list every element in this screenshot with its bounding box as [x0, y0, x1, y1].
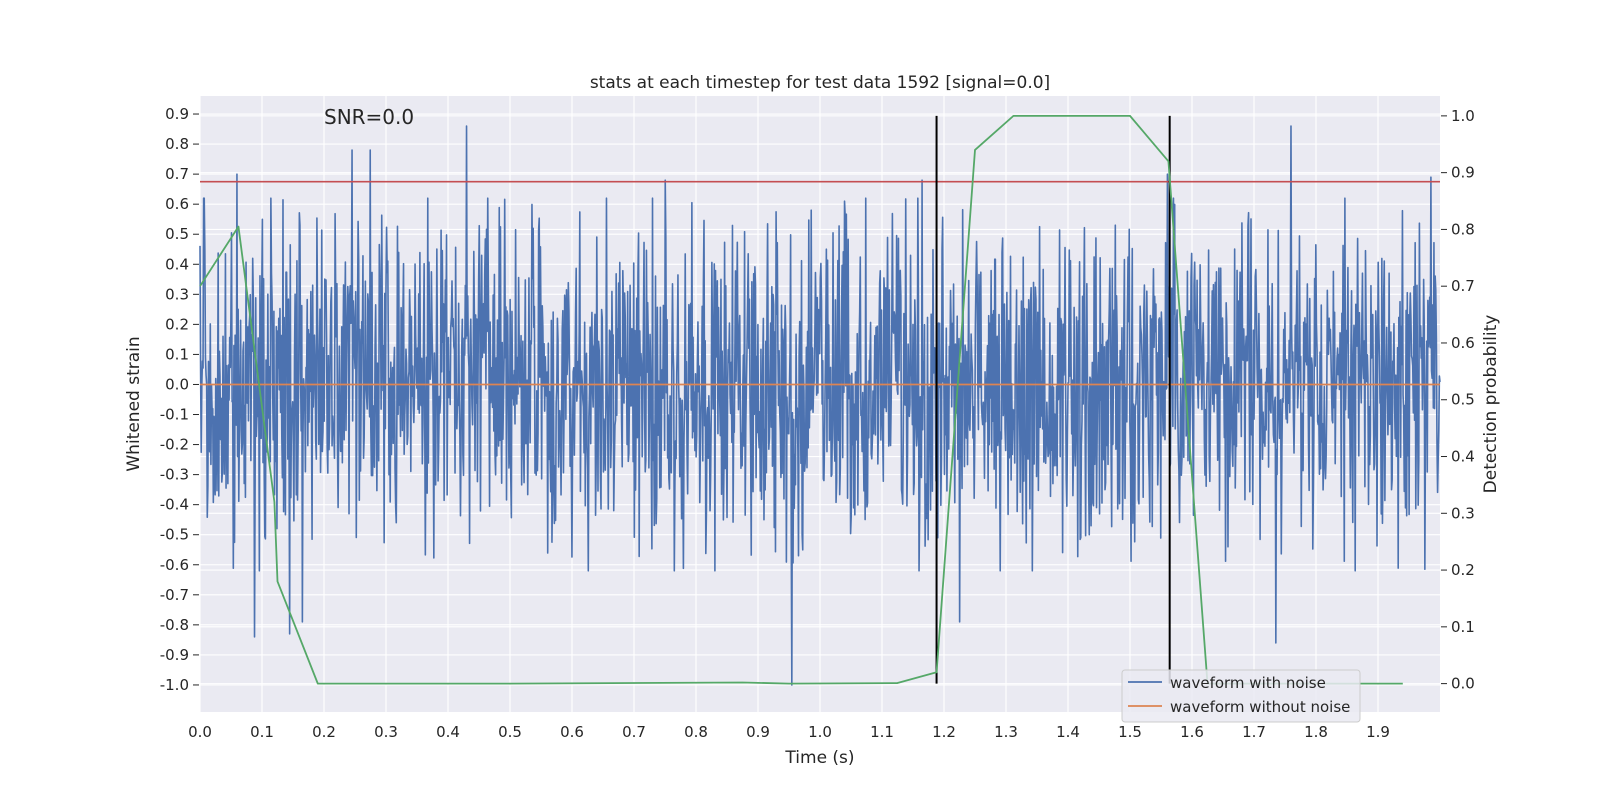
y-right-tick-label: 0.6	[1451, 334, 1475, 352]
y-right-tick-label: 0.9	[1451, 164, 1475, 182]
y-left-tick-label: -0.3	[160, 466, 189, 484]
x-tick-label: 0.3	[374, 723, 398, 741]
x-tick-label: 0.1	[250, 723, 274, 741]
series-detection-probability	[199, 114, 1403, 685]
y-right-tick-label: 0.0	[1451, 675, 1475, 693]
series-waveform-with-noise	[199, 125, 1441, 686]
y-left-tick-label: -0.4	[160, 496, 189, 514]
y-left-tick-label: 0.5	[165, 225, 189, 243]
y-left-tick-label: -0.6	[160, 556, 189, 574]
y-left-tick-label: 0.6	[165, 195, 189, 213]
y-right-tick-label: 0.7	[1451, 277, 1475, 295]
chart-title: stats at each timestep for test data 159…	[590, 73, 1050, 93]
x-tick-label: 0.5	[498, 723, 522, 741]
y-right-tick-label: 0.1	[1451, 618, 1475, 636]
y-left-tick-label: -1.0	[160, 676, 189, 694]
x-tick-label: 1.8	[1304, 723, 1328, 741]
x-tick-label: 0.4	[436, 723, 460, 741]
y-left-tick-label: -0.1	[160, 406, 189, 424]
x-tick-label: 1.9	[1366, 723, 1390, 741]
y-right-tick-label: 0.3	[1451, 504, 1475, 522]
x-tick-label: 1.1	[870, 723, 894, 741]
y-left-tick-label: 0.8	[165, 135, 189, 153]
y-left-tick-label: -0.2	[160, 436, 189, 454]
y-right-tick-label: 0.4	[1451, 448, 1475, 466]
y-left-tick-label: 0.3	[165, 285, 189, 303]
y-left-tick-label: -0.5	[160, 526, 189, 544]
y-left-tick-label: 0.2	[165, 315, 189, 333]
y-axis-label-left: Whitened strain	[124, 336, 144, 471]
y-left-tick-label: -0.7	[160, 586, 189, 604]
axis-layer: 0.0 0.1 0.2 0.3 0.4 0.5 0.6 0.7 0.8 0.9 1.0 1.1 1.2 1…	[160, 105, 1475, 741]
x-tick-label: 0.0	[188, 723, 212, 741]
legend-box	[1121, 669, 1361, 723]
snr-annotation: SNR=0.0	[324, 105, 414, 129]
y-left-tick-label: 0.1	[165, 345, 189, 363]
y-right-tick-label: 0.2	[1451, 561, 1475, 579]
y-axis-label-right: Detection probability	[1481, 315, 1501, 494]
x-tick-label: 0.8	[684, 723, 708, 741]
y-left-tick-label: 0.7	[165, 165, 189, 183]
x-tick-label: 1.4	[1056, 723, 1080, 741]
x-tick-label: 1.6	[1180, 723, 1204, 741]
legend-label-noise: waveform with noise	[1170, 674, 1326, 692]
legend: waveform with noise waveform without noi…	[1121, 669, 1361, 723]
x-tick-label: 0.7	[622, 723, 646, 741]
y-right-tick-label: 0.5	[1451, 391, 1475, 409]
y-left-tick-label: -0.8	[160, 616, 189, 634]
x-tick-label: 1.5	[1118, 723, 1142, 741]
series-layer	[199, 114, 1441, 686]
y-left-tick-label: 0.0	[165, 375, 189, 393]
x-tick-label: 1.3	[994, 723, 1018, 741]
y-left-tick-label: -0.9	[160, 646, 189, 664]
y-left-tick-label: 0.9	[165, 105, 189, 123]
y-right-tick-label: 1.0	[1451, 107, 1475, 125]
x-tick-label: 0.6	[560, 723, 584, 741]
x-tick-label: 0.2	[312, 723, 336, 741]
x-axis-label: Time (s)	[784, 748, 854, 768]
legend-label-clean: waveform without noise	[1170, 698, 1350, 716]
x-tick-label: 1.7	[1242, 723, 1266, 741]
x-tick-label: 1.2	[932, 723, 956, 741]
x-tick-label: 1.0	[808, 723, 832, 741]
y-left-tick-label: 0.4	[165, 255, 189, 273]
y-right-tick-label: 0.8	[1451, 220, 1475, 238]
x-tick-label: 0.9	[746, 723, 770, 741]
